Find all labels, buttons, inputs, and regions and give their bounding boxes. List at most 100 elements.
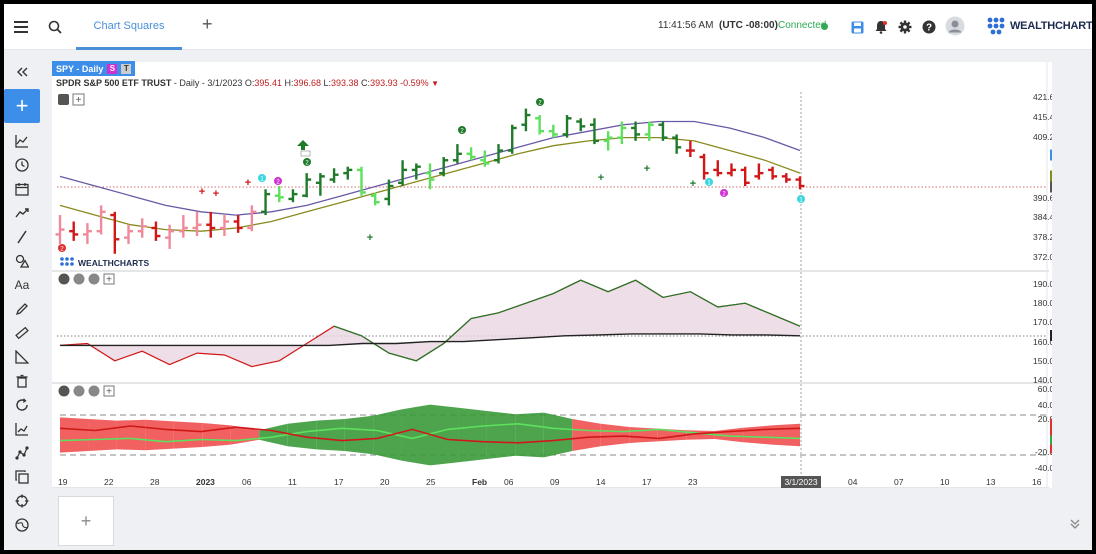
- signal-plus: +: [598, 172, 604, 184]
- osc-tick-label: 150.00: [1033, 356, 1052, 366]
- refresh-icon[interactable]: [10, 394, 34, 416]
- squares-band: [543, 412, 573, 458]
- indicators-icon[interactable]: [10, 130, 34, 152]
- calendar-icon[interactable]: [10, 178, 34, 200]
- trash-icon[interactable]: [10, 370, 34, 392]
- x-tick-label: 07: [894, 477, 904, 487]
- ohlc-bar: [754, 163, 764, 180]
- svg-text:1: 1: [260, 177, 264, 183]
- chart-canvas[interactable]: + + +: [52, 62, 1086, 489]
- squares-band: [116, 419, 146, 451]
- save-icon[interactable]: [846, 16, 868, 38]
- symbol-selector[interactable]: SPY - Daily S T: [52, 61, 136, 76]
- add-chart-card[interactable]: +: [58, 496, 114, 546]
- svg-text:1: 1: [799, 198, 803, 204]
- ohlc-bar: [302, 173, 312, 198]
- symbol-s-badge[interactable]: S: [107, 63, 118, 74]
- ohlc-bar: [206, 211, 216, 238]
- svg-text:2: 2: [538, 101, 542, 107]
- expand-down-icon[interactable]: [1070, 518, 1080, 532]
- signal-marker: [258, 174, 266, 182]
- line-chart-icon[interactable]: [10, 418, 34, 440]
- x-tick-label: 28: [150, 477, 160, 487]
- pane-add-icon[interactable]: [72, 93, 85, 106]
- ohlc-bar: [480, 150, 490, 167]
- shapes-icon[interactable]: [10, 250, 34, 272]
- gear-icon[interactable]: [894, 16, 916, 38]
- help-icon[interactable]: ?: [918, 16, 940, 38]
- crosshair-icon[interactable]: [10, 490, 34, 512]
- ohlc-bar: [685, 140, 695, 157]
- svg-text:+: +: [106, 387, 112, 398]
- ohlc-bar: [494, 144, 504, 164]
- svg-text:2: 2: [722, 192, 726, 198]
- hamburger-menu-icon[interactable]: [10, 16, 32, 38]
- change-value: -0.59%: [400, 78, 429, 88]
- ohlc-bar: [110, 211, 120, 254]
- ohlc-bar: [521, 108, 531, 132]
- chart-area[interactable]: + + +: [52, 62, 1086, 489]
- ohlc-bar: [631, 121, 641, 141]
- ohlc-bar: [507, 124, 517, 154]
- squares-band: [287, 420, 317, 450]
- tab-chart-squares[interactable]: Chart Squares: [76, 4, 182, 50]
- trend-icon[interactable]: [10, 202, 34, 224]
- globe-icon[interactable]: [10, 514, 34, 536]
- pencil-icon[interactable]: [10, 298, 34, 320]
- collapse-sidebar-icon[interactable]: [10, 61, 34, 83]
- pane-settings-icon[interactable]: [58, 273, 70, 285]
- add-indicator-button[interactable]: +: [4, 89, 40, 123]
- squares-red-line: [59, 425, 801, 444]
- pane-expand-icon[interactable]: [88, 273, 100, 285]
- symbol-t-badge[interactable]: T: [121, 63, 132, 74]
- nodes-icon[interactable]: [10, 442, 34, 464]
- ohlc-bar: [740, 166, 750, 187]
- sq-tick-label: 40.00: [1038, 400, 1052, 410]
- ohlc-bar: [535, 115, 545, 135]
- price-tick-label: 415.40: [1033, 112, 1052, 122]
- signal-plus: +: [367, 232, 373, 244]
- text-tool-icon[interactable]: Aa: [14, 278, 30, 292]
- pane-add-icon[interactable]: [103, 273, 115, 285]
- sq-tag: [1050, 426, 1086, 436]
- signal-marker: [458, 126, 466, 134]
- alerts-bell-icon[interactable]: [870, 16, 892, 38]
- ohlc-bar: [452, 144, 462, 164]
- measure-icon[interactable]: [10, 346, 34, 368]
- ohlc-bar: [795, 176, 805, 190]
- line-tool-icon[interactable]: [10, 226, 34, 248]
- svg-text:1: 1: [707, 181, 711, 187]
- ohlc-bar: [589, 118, 599, 145]
- ohlc-bar: [658, 121, 668, 141]
- x-tick-label: 25: [426, 477, 436, 487]
- search-icon[interactable]: [44, 16, 66, 38]
- symbol-ticker[interactable]: SPY - Daily: [56, 63, 104, 74]
- clock-icon[interactable]: [10, 154, 34, 176]
- squares-band: [771, 423, 800, 447]
- x-tick-label: 17: [642, 477, 652, 487]
- copy-icon[interactable]: [10, 466, 34, 488]
- signal-plus: +: [644, 163, 650, 175]
- osc-base-line: [60, 333, 801, 347]
- squares-band: [173, 421, 203, 449]
- squares-band: [60, 417, 89, 453]
- open-value: 395.41: [254, 78, 282, 88]
- ruler-icon[interactable]: [10, 322, 34, 344]
- price-tag: [1050, 149, 1086, 161]
- pane-collapse-icon[interactable]: [73, 273, 85, 285]
- add-tab-button[interactable]: +: [202, 14, 213, 34]
- pane-settings-icon[interactable]: [58, 94, 69, 105]
- user-avatar-icon[interactable]: [944, 15, 966, 37]
- pane-settings-icon[interactable]: [58, 385, 70, 397]
- timezone-label[interactable]: (UTC -08:00): [719, 20, 778, 31]
- connection-status: Connected: [778, 20, 827, 31]
- ohlc-bar: [165, 224, 175, 249]
- ohlc-bar: [288, 189, 298, 203]
- ohlc-bar: [274, 186, 284, 203]
- sq-tick-label: -20.00: [1035, 447, 1052, 457]
- pane-collapse-icon[interactable]: [73, 385, 85, 397]
- pane-expand-icon[interactable]: [88, 385, 100, 397]
- squares-pane-controls: +: [58, 385, 115, 398]
- signal-marker: [797, 195, 805, 203]
- pane-add-icon[interactable]: [103, 385, 115, 397]
